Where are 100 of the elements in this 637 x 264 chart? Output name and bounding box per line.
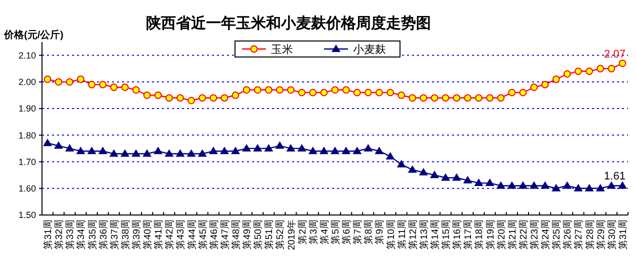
x-tick-label: 第4周: [318, 219, 330, 244]
point: [43, 138, 52, 146]
point: [408, 165, 417, 173]
x-tick-label: 第10周: [384, 219, 397, 250]
x-tick-label: 第30周: [606, 219, 618, 250]
point: [364, 144, 373, 152]
point: [254, 86, 262, 94]
point: [120, 149, 130, 157]
x-tick-label: 第41周: [152, 219, 165, 250]
point: [485, 178, 494, 186]
point: [164, 149, 174, 157]
point: [508, 88, 516, 96]
x-tick-label: 第17周: [462, 219, 474, 250]
point: [342, 146, 351, 154]
x-tick-label: 第16周: [451, 219, 464, 250]
point: [618, 60, 626, 67]
x-tick-label: 第8周: [362, 219, 375, 244]
x-tick-label: 第32周: [53, 219, 66, 250]
point: [275, 141, 284, 149]
x-tick-label: 第15周: [440, 219, 452, 250]
point: [530, 181, 539, 189]
point: [319, 146, 328, 154]
x-tick-label: 第22周: [517, 219, 530, 250]
x-tick-label: 第46周: [208, 219, 220, 250]
point: [386, 88, 394, 96]
point: [353, 88, 361, 96]
x-tick-label: 第29周: [594, 219, 607, 250]
point: [242, 86, 250, 94]
point: [452, 173, 462, 181]
x-tick-label: 第45周: [196, 219, 209, 250]
x-tick-label: 第48周: [230, 219, 242, 250]
point: [563, 70, 571, 78]
point: [418, 168, 428, 176]
point: [76, 146, 86, 154]
point: [287, 86, 294, 94]
point: [154, 92, 162, 99]
point: [464, 94, 472, 102]
x-tick-label: 第26周: [562, 219, 574, 250]
point: [54, 141, 64, 149]
x-tick-label: 第20周: [495, 219, 508, 250]
point: [210, 94, 218, 102]
x-tick-label: 第3周: [307, 219, 320, 244]
point: [142, 149, 152, 157]
point: [486, 94, 494, 102]
x-tick-label: 第35周: [86, 219, 98, 250]
x-tick-label: 第43周: [174, 219, 187, 250]
x-tick-label: 第50周: [252, 219, 264, 250]
chart-title: 陕西省近一年玉米和小麦麸价格周度走势图: [146, 14, 431, 32]
x-tick-label: 第52周: [274, 219, 286, 250]
point: [110, 84, 118, 91]
point: [109, 149, 118, 157]
point: [165, 94, 173, 102]
point: [430, 170, 440, 178]
y-axis-title: 价格(元/公斤): [3, 29, 64, 41]
x-tick-label: 第33周: [64, 219, 76, 250]
point: [574, 68, 582, 75]
x-tick-label: 第25周: [550, 219, 563, 250]
x-tick-label: 第38周: [119, 219, 132, 250]
point: [330, 146, 340, 154]
point: [540, 181, 550, 189]
point: [441, 173, 450, 181]
point: [530, 84, 538, 91]
point: [176, 94, 184, 102]
point: [188, 96, 195, 104]
point: [186, 149, 196, 157]
x-tick-label: 第23周: [528, 219, 541, 250]
point: [154, 146, 163, 154]
point: [286, 144, 296, 152]
x-tick-label: 第12周: [406, 219, 419, 250]
x-tick-label: 第14周: [429, 219, 442, 250]
point: [398, 92, 406, 99]
data-label: 2.07: [604, 48, 626, 60]
point: [519, 88, 527, 96]
point: [608, 64, 616, 72]
x-tick-label: 2019年: [285, 219, 298, 250]
point: [44, 76, 52, 83]
x-tick-label: 第27周: [572, 219, 585, 250]
y-tick-label: 1.90: [18, 104, 36, 114]
x-tick-label: 第39周: [130, 219, 142, 250]
point: [507, 181, 516, 189]
point: [276, 86, 284, 94]
point: [230, 146, 240, 154]
point: [54, 78, 62, 86]
point: [88, 80, 96, 88]
x-tick-label: 第44周: [186, 219, 198, 250]
x-tick-label: 第24周: [540, 219, 552, 250]
x-tick-label: 第7周: [352, 219, 364, 244]
point: [308, 146, 318, 154]
x-tick-label: 第28周: [584, 219, 596, 250]
x-tick-label: 第47周: [218, 219, 231, 250]
point: [297, 144, 306, 152]
x-tick-label: 第21周: [506, 219, 518, 250]
point: [66, 78, 74, 86]
x-tick-label: 第51周: [263, 219, 276, 250]
point: [552, 184, 561, 192]
point: [121, 84, 129, 91]
point: [99, 80, 107, 88]
point: [264, 144, 274, 152]
point: [496, 181, 506, 189]
point: [342, 86, 350, 94]
